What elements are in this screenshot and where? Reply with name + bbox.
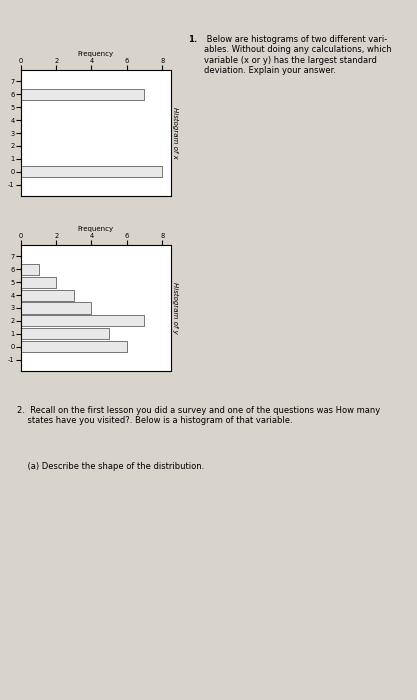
X-axis label: Frequency: Frequency (78, 51, 114, 57)
Text: (a) Describe the shape of the distribution.: (a) Describe the shape of the distributi… (17, 462, 204, 471)
Bar (21, 276, 56, 288)
Bar (21, 316, 144, 326)
Bar (21, 290, 74, 300)
Bar (21, 328, 109, 339)
Bar (21, 342, 127, 352)
Text: Histogram of y: Histogram of y (173, 282, 178, 334)
Bar (21, 302, 91, 314)
Text: 1.: 1. (188, 35, 197, 44)
Bar (21, 89, 144, 99)
Bar (21, 167, 162, 177)
Text: Below are histograms of two different vari-
ables. Without doing any calculation: Below are histograms of two different va… (204, 35, 392, 75)
Text: 2.  Recall on the first lesson you did a survey and one of the questions was How: 2. Recall on the first lesson you did a … (17, 406, 380, 426)
X-axis label: Frequency: Frequency (78, 226, 114, 232)
Bar (21, 264, 38, 274)
Text: Histogram of x: Histogram of x (173, 107, 178, 159)
